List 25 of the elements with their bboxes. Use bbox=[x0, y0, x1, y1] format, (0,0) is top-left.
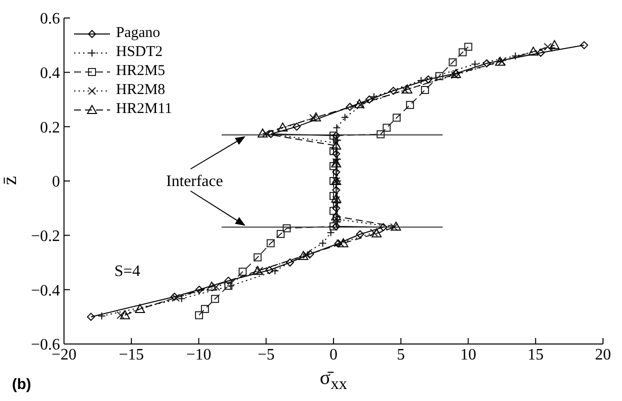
legend-label: HR2M5 bbox=[116, 62, 166, 81]
x-tick-label: −15 bbox=[118, 346, 144, 364]
x-tick-label: 10 bbox=[460, 346, 476, 364]
x-axis-title: σ̄$_{xx}$ bbox=[318, 367, 348, 394]
y-tick-label: 0 bbox=[52, 174, 60, 191]
legend-label: HR2M8 bbox=[116, 81, 166, 100]
y-axis-title: z̄ bbox=[0, 176, 22, 185]
annotation: Interface bbox=[166, 173, 223, 190]
y-tick-label: 0.6 bbox=[40, 10, 60, 28]
x-tick-label: 15 bbox=[528, 346, 544, 364]
x-tick-label: 0 bbox=[330, 346, 338, 364]
y-tick-label: 0.4 bbox=[40, 65, 60, 82]
y-tick-label: −0.2 bbox=[30, 228, 60, 246]
y-tick-label: −0.6 bbox=[30, 336, 60, 354]
y-tick-label: −0.4 bbox=[30, 282, 60, 300]
legend-label: HR2M11 bbox=[116, 100, 172, 119]
legend-label: HSDT2 bbox=[116, 43, 163, 62]
annotation: S=4 bbox=[114, 263, 140, 280]
x-tick-label: −10 bbox=[186, 346, 212, 364]
y-tick-label: 0.2 bbox=[40, 119, 60, 136]
x-tick-label: 5 bbox=[396, 346, 405, 364]
x-tick-label: −5 bbox=[258, 346, 275, 364]
legend-label: Pagano bbox=[116, 24, 160, 43]
x-tick-label: 20 bbox=[595, 346, 611, 364]
text: (b) bbox=[12, 376, 32, 393]
